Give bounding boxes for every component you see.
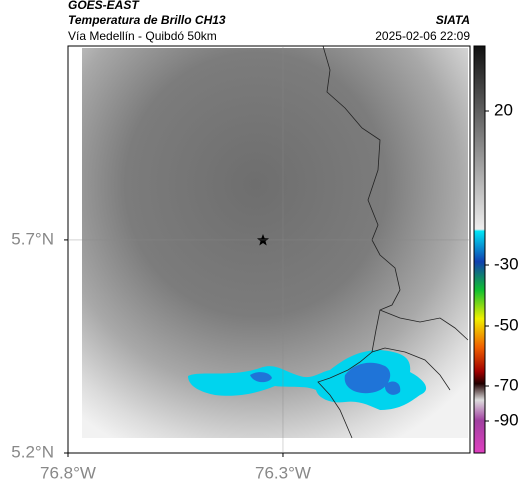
cold-core [250, 372, 272, 383]
colorbar-label: -90 [494, 410, 519, 429]
border [317, 45, 401, 439]
x-tick-label: 76.8°W [40, 463, 96, 482]
source: GOES-EAST [68, 0, 140, 12]
border [379, 309, 469, 341]
x-tick-label: 76.3°W [255, 463, 311, 482]
cold-core [344, 362, 391, 394]
colorbar-label: -70 [494, 375, 519, 394]
colorbar [473, 45, 486, 454]
map [67, 45, 471, 454]
map-frame [67, 45, 471, 454]
agency: SIATA [436, 13, 470, 27]
colorbar-label: -50 [494, 315, 519, 334]
cold-core [384, 381, 401, 395]
colorbar-label: -30 [494, 254, 519, 273]
subtitle: Vía Medellín - Quibdó 50km [68, 29, 217, 43]
colorbar-label: 20 [494, 100, 513, 119]
border [371, 347, 451, 391]
title: Temperatura de Brillo CH13 [68, 13, 226, 27]
y-tick-label: 5.2°N [11, 442, 54, 461]
datetime: 2025-02-06 22:09 [375, 29, 470, 43]
y-tick-label: 5.7°N [11, 229, 54, 248]
